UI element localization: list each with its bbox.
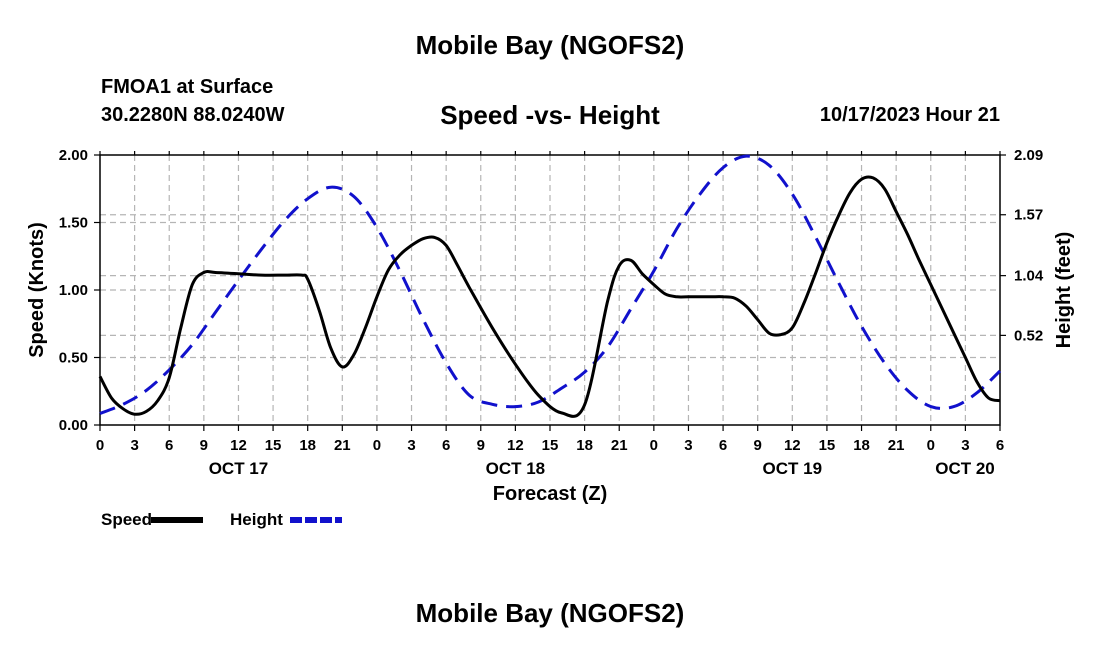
y-axis-label-right: Height (feet) [1053, 232, 1075, 349]
date-label: OCT 20 [935, 459, 995, 478]
y-axis-label-left: Speed (Knots) [26, 222, 48, 358]
x-tick-label: 12 [507, 437, 524, 454]
x-tick-label: 6 [996, 437, 1004, 454]
x-tick-label: 21 [611, 437, 628, 454]
station-coordinates: 30.2280N 88.0240W [101, 104, 285, 126]
chart-title: Speed -vs- Height [440, 100, 660, 130]
y-tick-label-right: 1.04 [1014, 268, 1044, 285]
x-tick-label: 21 [334, 437, 351, 454]
y-tick-label-right: 2.09 [1014, 147, 1043, 164]
x-tick-label: 3 [961, 437, 969, 454]
y-tick-label-right: 0.52 [1014, 327, 1043, 344]
x-tick-label: 18 [853, 437, 870, 454]
x-tick-label: 3 [130, 437, 138, 454]
x-tick-label: 0 [927, 437, 935, 454]
date-label: OCT 19 [763, 459, 823, 478]
forecast-time: 10/17/2023 Hour 21 [819, 104, 1000, 126]
page-title: Mobile Bay (NGOFS2) [415, 30, 685, 60]
grid-lines [100, 155, 1000, 425]
x-tick-label: 15 [265, 437, 282, 454]
legend: Speed Height [101, 510, 342, 529]
y-tick-label-right: 1.57 [1014, 207, 1043, 224]
y-tick-label-left: 2.00 [59, 147, 88, 164]
footer-title: Mobile Bay (NGOFS2) [415, 598, 685, 628]
legend-label-height: Height [230, 510, 283, 529]
x-axis-label: Forecast (Z) [493, 483, 607, 505]
x-tick-label: 3 [684, 437, 692, 454]
x-tick-label: 0 [96, 437, 104, 454]
height-series-line [99, 154, 1002, 415]
y-tick-label-left: 1.00 [59, 282, 88, 299]
x-tick-label: 21 [888, 437, 905, 454]
x-tick-label: 9 [754, 437, 762, 454]
x-tick-label: 15 [819, 437, 836, 454]
x-tick-label: 6 [442, 437, 450, 454]
data-series [98, 154, 1002, 418]
y-tick-label-left: 0.50 [59, 350, 88, 367]
y-tick-label-left: 1.50 [59, 215, 88, 232]
x-tick-label: 6 [719, 437, 727, 454]
y-tick-label-left: 0.00 [59, 417, 88, 434]
date-label: OCT 18 [486, 459, 546, 478]
x-tick-label: 6 [165, 437, 173, 454]
legend-label-speed: Speed [101, 510, 152, 529]
x-tick-label: 9 [200, 437, 208, 454]
x-tick-label: 12 [784, 437, 801, 454]
axis-ticks: 0 3 6 9 12 15 18 21 0 3 6 9 12 15 18 21 0 3 6 9 12 15 18 21 0 3 6O… [59, 147, 1044, 478]
speed-series-line [98, 175, 1001, 418]
x-tick-label: 15 [542, 437, 559, 454]
x-tick-label: 0 [650, 437, 658, 454]
x-tick-label: 9 [477, 437, 485, 454]
station-name: FMOA1 at Surface [101, 76, 274, 98]
x-tick-label: 12 [230, 437, 247, 454]
x-tick-label: 18 [299, 437, 316, 454]
x-tick-label: 0 [373, 437, 381, 454]
x-tick-label: 3 [407, 437, 415, 454]
date-label: OCT 17 [209, 459, 269, 478]
x-tick-label: 18 [576, 437, 593, 454]
